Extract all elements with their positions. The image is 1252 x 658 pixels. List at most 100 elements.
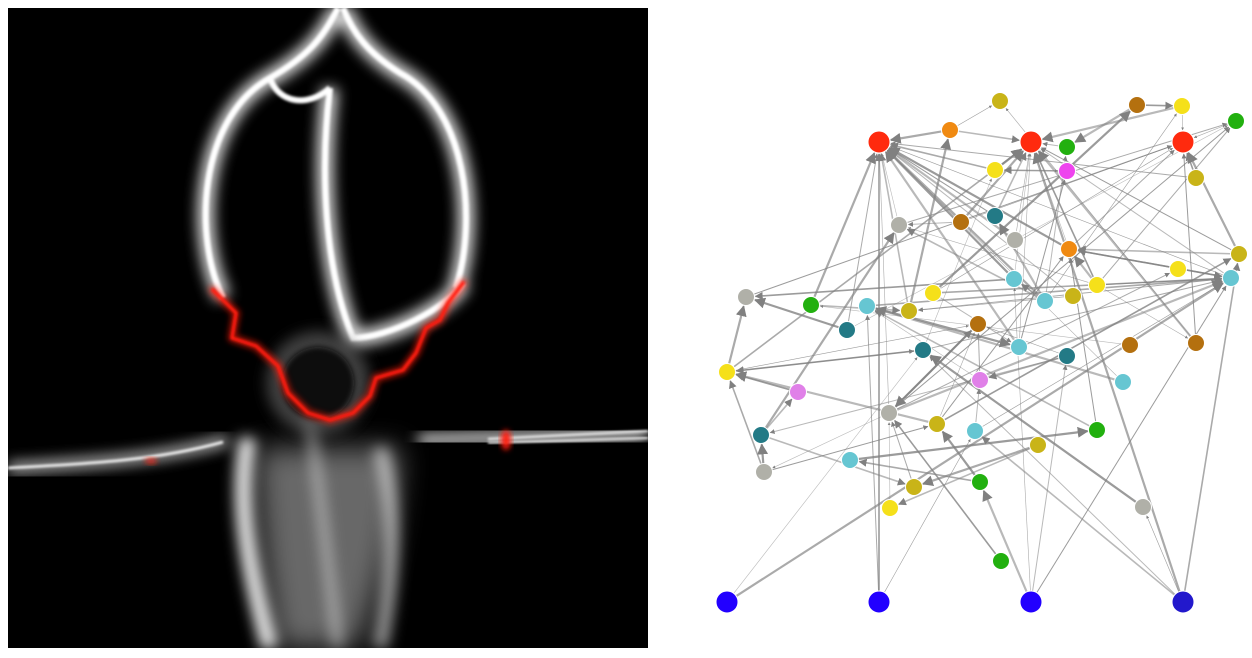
- graph-edge: [847, 153, 879, 322]
- graph-node: [1134, 498, 1152, 516]
- graph-node: [1060, 240, 1078, 258]
- graph-node: [971, 473, 989, 491]
- graph-edge: [887, 150, 1118, 377]
- graph-node: [952, 213, 970, 231]
- graph-edge: [982, 489, 1028, 593]
- graph-node: [914, 341, 932, 359]
- graph-edge: [1193, 123, 1229, 138]
- graph-edge: [888, 149, 1067, 292]
- graph-edge: [813, 152, 876, 298]
- graph-edge: [965, 150, 1024, 217]
- graph-edge: [1146, 515, 1180, 592]
- graph-edge: [753, 297, 840, 329]
- graph-edge: [941, 274, 1223, 294]
- graph-node: [969, 315, 987, 333]
- graph-node: [867, 590, 891, 614]
- graph-node: [890, 216, 908, 234]
- graph-edge: [874, 307, 1011, 348]
- graph-nodes: [715, 92, 1248, 614]
- graph-edge: [764, 232, 895, 429]
- graph-edge: [957, 105, 993, 126]
- graph-edge: [884, 439, 971, 593]
- graph-node: [924, 284, 942, 302]
- graph-edge: [874, 309, 1090, 427]
- graph-edge: [929, 356, 1176, 595]
- density-render-panel: [8, 8, 648, 648]
- graph-edge: [941, 430, 976, 476]
- graph-edge: [1074, 108, 1131, 144]
- graph-node: [1230, 245, 1248, 263]
- graph-node: [1128, 96, 1146, 114]
- graph-node: [1171, 130, 1195, 154]
- graph-node: [755, 463, 773, 481]
- graph-node: [867, 130, 891, 154]
- graph-edge: [888, 148, 989, 212]
- graph-node: [1114, 373, 1132, 391]
- graph-edge: [921, 446, 1031, 486]
- graph-edge: [894, 419, 997, 555]
- graph-edge: [1104, 289, 1189, 339]
- graph-edge: [769, 357, 1059, 434]
- graph-node: [928, 415, 946, 433]
- graph-node: [838, 321, 856, 339]
- graph-node: [858, 297, 876, 315]
- graph-edge: [1036, 285, 1227, 593]
- graph-edge: [1183, 262, 1241, 592]
- graph-edge: [891, 421, 912, 480]
- graph-edge: [929, 354, 1137, 503]
- graph-edge: [975, 388, 982, 423]
- graph-node: [737, 288, 755, 306]
- graph-edge: [907, 227, 1089, 283]
- graph-edge: [1145, 101, 1174, 110]
- graph-node: [986, 161, 1004, 179]
- graph-node: [1171, 590, 1195, 614]
- graph-node: [1121, 336, 1139, 354]
- graph-node: [1058, 138, 1076, 156]
- graph-edge: [1020, 179, 1066, 339]
- graph-edge: [1032, 364, 1068, 592]
- graph-node: [1187, 169, 1205, 187]
- graph-edge: [735, 282, 1224, 597]
- graph-edge: [772, 425, 929, 471]
- graph-node: [1187, 334, 1205, 352]
- graph-edge: [1073, 255, 1093, 279]
- graph-node: [1058, 162, 1076, 180]
- graph-edge: [886, 149, 1009, 274]
- graph-edges: [728, 101, 1241, 597]
- graph-node: [1058, 347, 1076, 365]
- graph-edge: [735, 371, 930, 424]
- graph-node: [900, 302, 918, 320]
- graph-node: [752, 426, 770, 444]
- density-render-image: [8, 8, 648, 648]
- graph-edge: [898, 447, 1031, 506]
- graph-edge: [889, 130, 942, 144]
- graph-edge: [907, 221, 953, 227]
- graph-edge: [1014, 153, 1031, 271]
- graph-edge: [728, 305, 747, 365]
- graph-edge: [944, 257, 1232, 421]
- graph-edge: [1037, 150, 1192, 338]
- graph-node: [1029, 436, 1047, 454]
- graph-edge: [894, 329, 973, 408]
- graph-node: [880, 404, 898, 422]
- graph-edge: [754, 278, 1006, 300]
- graph-edge: [875, 306, 1116, 381]
- graph-node: [1064, 287, 1082, 305]
- graph-edge: [981, 436, 1176, 596]
- graph-edge: [958, 130, 1020, 144]
- graph-node: [1088, 421, 1106, 439]
- graph-edge: [1074, 149, 1175, 244]
- graph-edge: [1077, 249, 1223, 279]
- graph-edge: [735, 372, 791, 391]
- graph-node: [841, 451, 859, 469]
- graph-node: [966, 422, 984, 440]
- graph-node: [986, 207, 1004, 225]
- red-highlight: [145, 278, 511, 464]
- graph-edge: [938, 110, 1131, 289]
- graph-node: [1019, 590, 1043, 614]
- graph-node: [1019, 130, 1043, 154]
- graph-edge: [757, 443, 769, 464]
- graph-edge: [878, 153, 889, 405]
- graph-edge: [1016, 153, 1031, 232]
- graph-edge: [1032, 152, 1181, 592]
